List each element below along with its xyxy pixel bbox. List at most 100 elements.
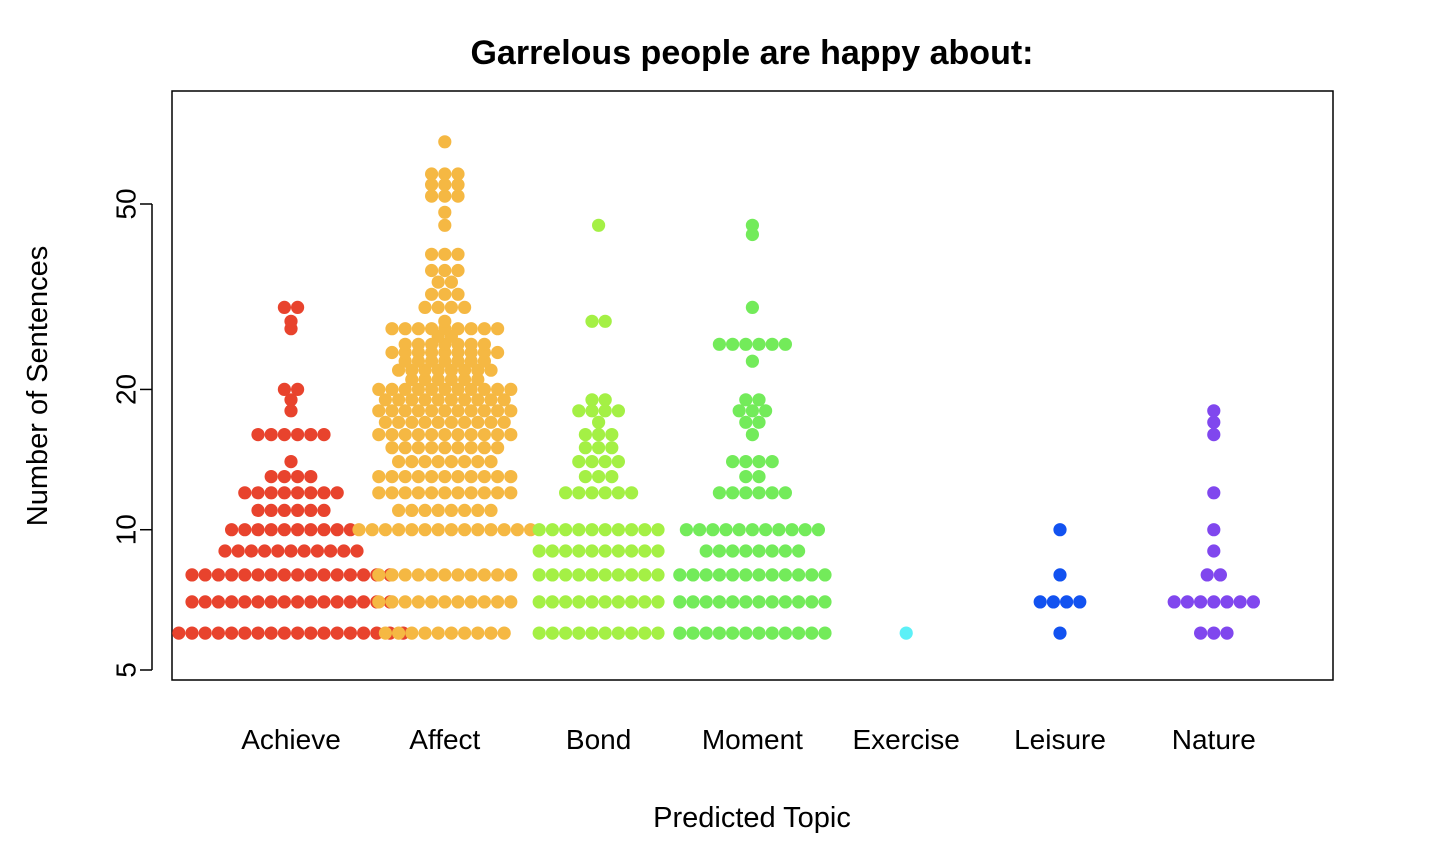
x-tick-label: Exercise xyxy=(853,724,960,755)
data-point-nature xyxy=(1167,595,1181,609)
data-point-affect xyxy=(451,568,465,582)
data-point-bond xyxy=(578,470,593,484)
data-point-affect xyxy=(504,595,518,609)
data-point-nature xyxy=(1180,595,1194,609)
data-point-affect xyxy=(497,393,511,407)
data-point-affect xyxy=(392,503,406,517)
data-point-affect xyxy=(451,178,465,192)
data-point-bond xyxy=(605,428,619,442)
data-point-bond xyxy=(598,595,612,609)
data-point-leisure xyxy=(1073,595,1087,609)
data-point-moment xyxy=(805,626,819,640)
data-point-affect xyxy=(477,322,491,336)
data-point-affect xyxy=(385,345,399,360)
data-point-affect xyxy=(464,337,478,351)
data-point-bond xyxy=(625,595,639,609)
data-point-bond xyxy=(572,523,586,537)
data-point-moment xyxy=(732,404,746,418)
y-axis: 5 10 20 50 xyxy=(111,188,153,678)
data-point-achieve xyxy=(277,382,291,396)
data-point-moment xyxy=(719,523,733,537)
data-point-affect xyxy=(477,404,491,418)
data-point-affect xyxy=(438,178,452,192)
data-point-affect xyxy=(438,486,452,500)
data-point-achieve xyxy=(198,595,212,609)
data-point-affect xyxy=(398,322,412,336)
data-point-affect xyxy=(385,568,399,582)
data-point-bond xyxy=(651,626,665,640)
data-point-bond xyxy=(572,486,586,500)
data-point-achieve xyxy=(343,568,357,582)
data-point-affect xyxy=(385,428,399,442)
data-point-moment xyxy=(778,626,793,640)
data-point-affect xyxy=(510,523,524,537)
data-point-achieve xyxy=(238,486,252,500)
data-point-bond xyxy=(592,428,606,442)
data-point-affect xyxy=(438,167,452,181)
data-point-affect xyxy=(438,205,452,219)
data-point-affect xyxy=(438,404,452,418)
data-point-affect xyxy=(484,415,498,429)
y-axis-title: Number of Sentences xyxy=(22,246,54,526)
data-point-bond xyxy=(625,544,639,558)
data-point-moment xyxy=(745,300,760,314)
data-point-moment xyxy=(739,568,753,582)
data-point-achieve xyxy=(304,486,318,500)
data-point-affect xyxy=(491,345,505,360)
data-point-achieve xyxy=(251,595,265,609)
data-point-affect xyxy=(411,337,425,351)
data-point-affect xyxy=(464,382,478,396)
data-point-achieve xyxy=(264,503,278,517)
data-point-achieve xyxy=(291,503,305,517)
data-point-affect xyxy=(438,247,452,261)
data-point-achieve xyxy=(304,595,318,609)
data-point-moment xyxy=(752,470,766,484)
data-point-moment xyxy=(778,486,793,500)
data-point-moment xyxy=(752,393,766,407)
data-point-affect xyxy=(425,486,439,500)
data-point-affect xyxy=(425,404,439,418)
x-tick-label: Bond xyxy=(566,724,631,755)
data-point-affect xyxy=(451,167,465,181)
data-point-affect xyxy=(504,470,518,484)
data-point-leisure xyxy=(1053,626,1067,640)
data-point-affect xyxy=(464,595,478,609)
data-point-moment xyxy=(752,337,766,351)
data-point-affect xyxy=(385,404,399,418)
data-point-affect xyxy=(385,322,399,336)
data-point-affect xyxy=(411,595,425,609)
data-point-affect xyxy=(372,595,386,609)
data-point-bond xyxy=(638,595,652,609)
data-point-bond xyxy=(592,470,606,484)
data-point-affect xyxy=(438,287,452,301)
data-point-affect xyxy=(477,382,491,396)
data-point-moment xyxy=(745,404,760,418)
data-point-exercise xyxy=(899,626,913,640)
data-point-affect xyxy=(491,428,505,442)
data-point-moment xyxy=(726,486,740,500)
data-point-moment xyxy=(792,568,806,582)
data-point-affect xyxy=(425,382,439,396)
data-point-achieve xyxy=(198,626,212,640)
data-point-affect xyxy=(385,470,399,484)
data-point-achieve xyxy=(238,595,252,609)
data-point-bond xyxy=(605,470,619,484)
data-point-bond xyxy=(598,404,612,418)
data-point-affect xyxy=(425,263,439,278)
data-point-moment xyxy=(792,544,806,558)
data-point-affect xyxy=(405,503,419,517)
data-point-nature xyxy=(1207,415,1221,429)
data-point-achieve xyxy=(291,595,305,609)
data-point-affect xyxy=(438,470,452,484)
data-point-achieve xyxy=(264,568,278,582)
data-point-achieve xyxy=(244,544,258,558)
data-point-affect xyxy=(425,568,439,582)
data-point-moment xyxy=(732,523,746,537)
data-point-moment xyxy=(792,626,806,640)
data-point-achieve xyxy=(185,595,199,609)
data-point-achieve xyxy=(291,626,305,640)
data-point-bond xyxy=(559,568,573,582)
data-point-affect xyxy=(438,595,452,609)
data-point-affect xyxy=(451,382,465,396)
data-point-nature xyxy=(1207,486,1221,500)
